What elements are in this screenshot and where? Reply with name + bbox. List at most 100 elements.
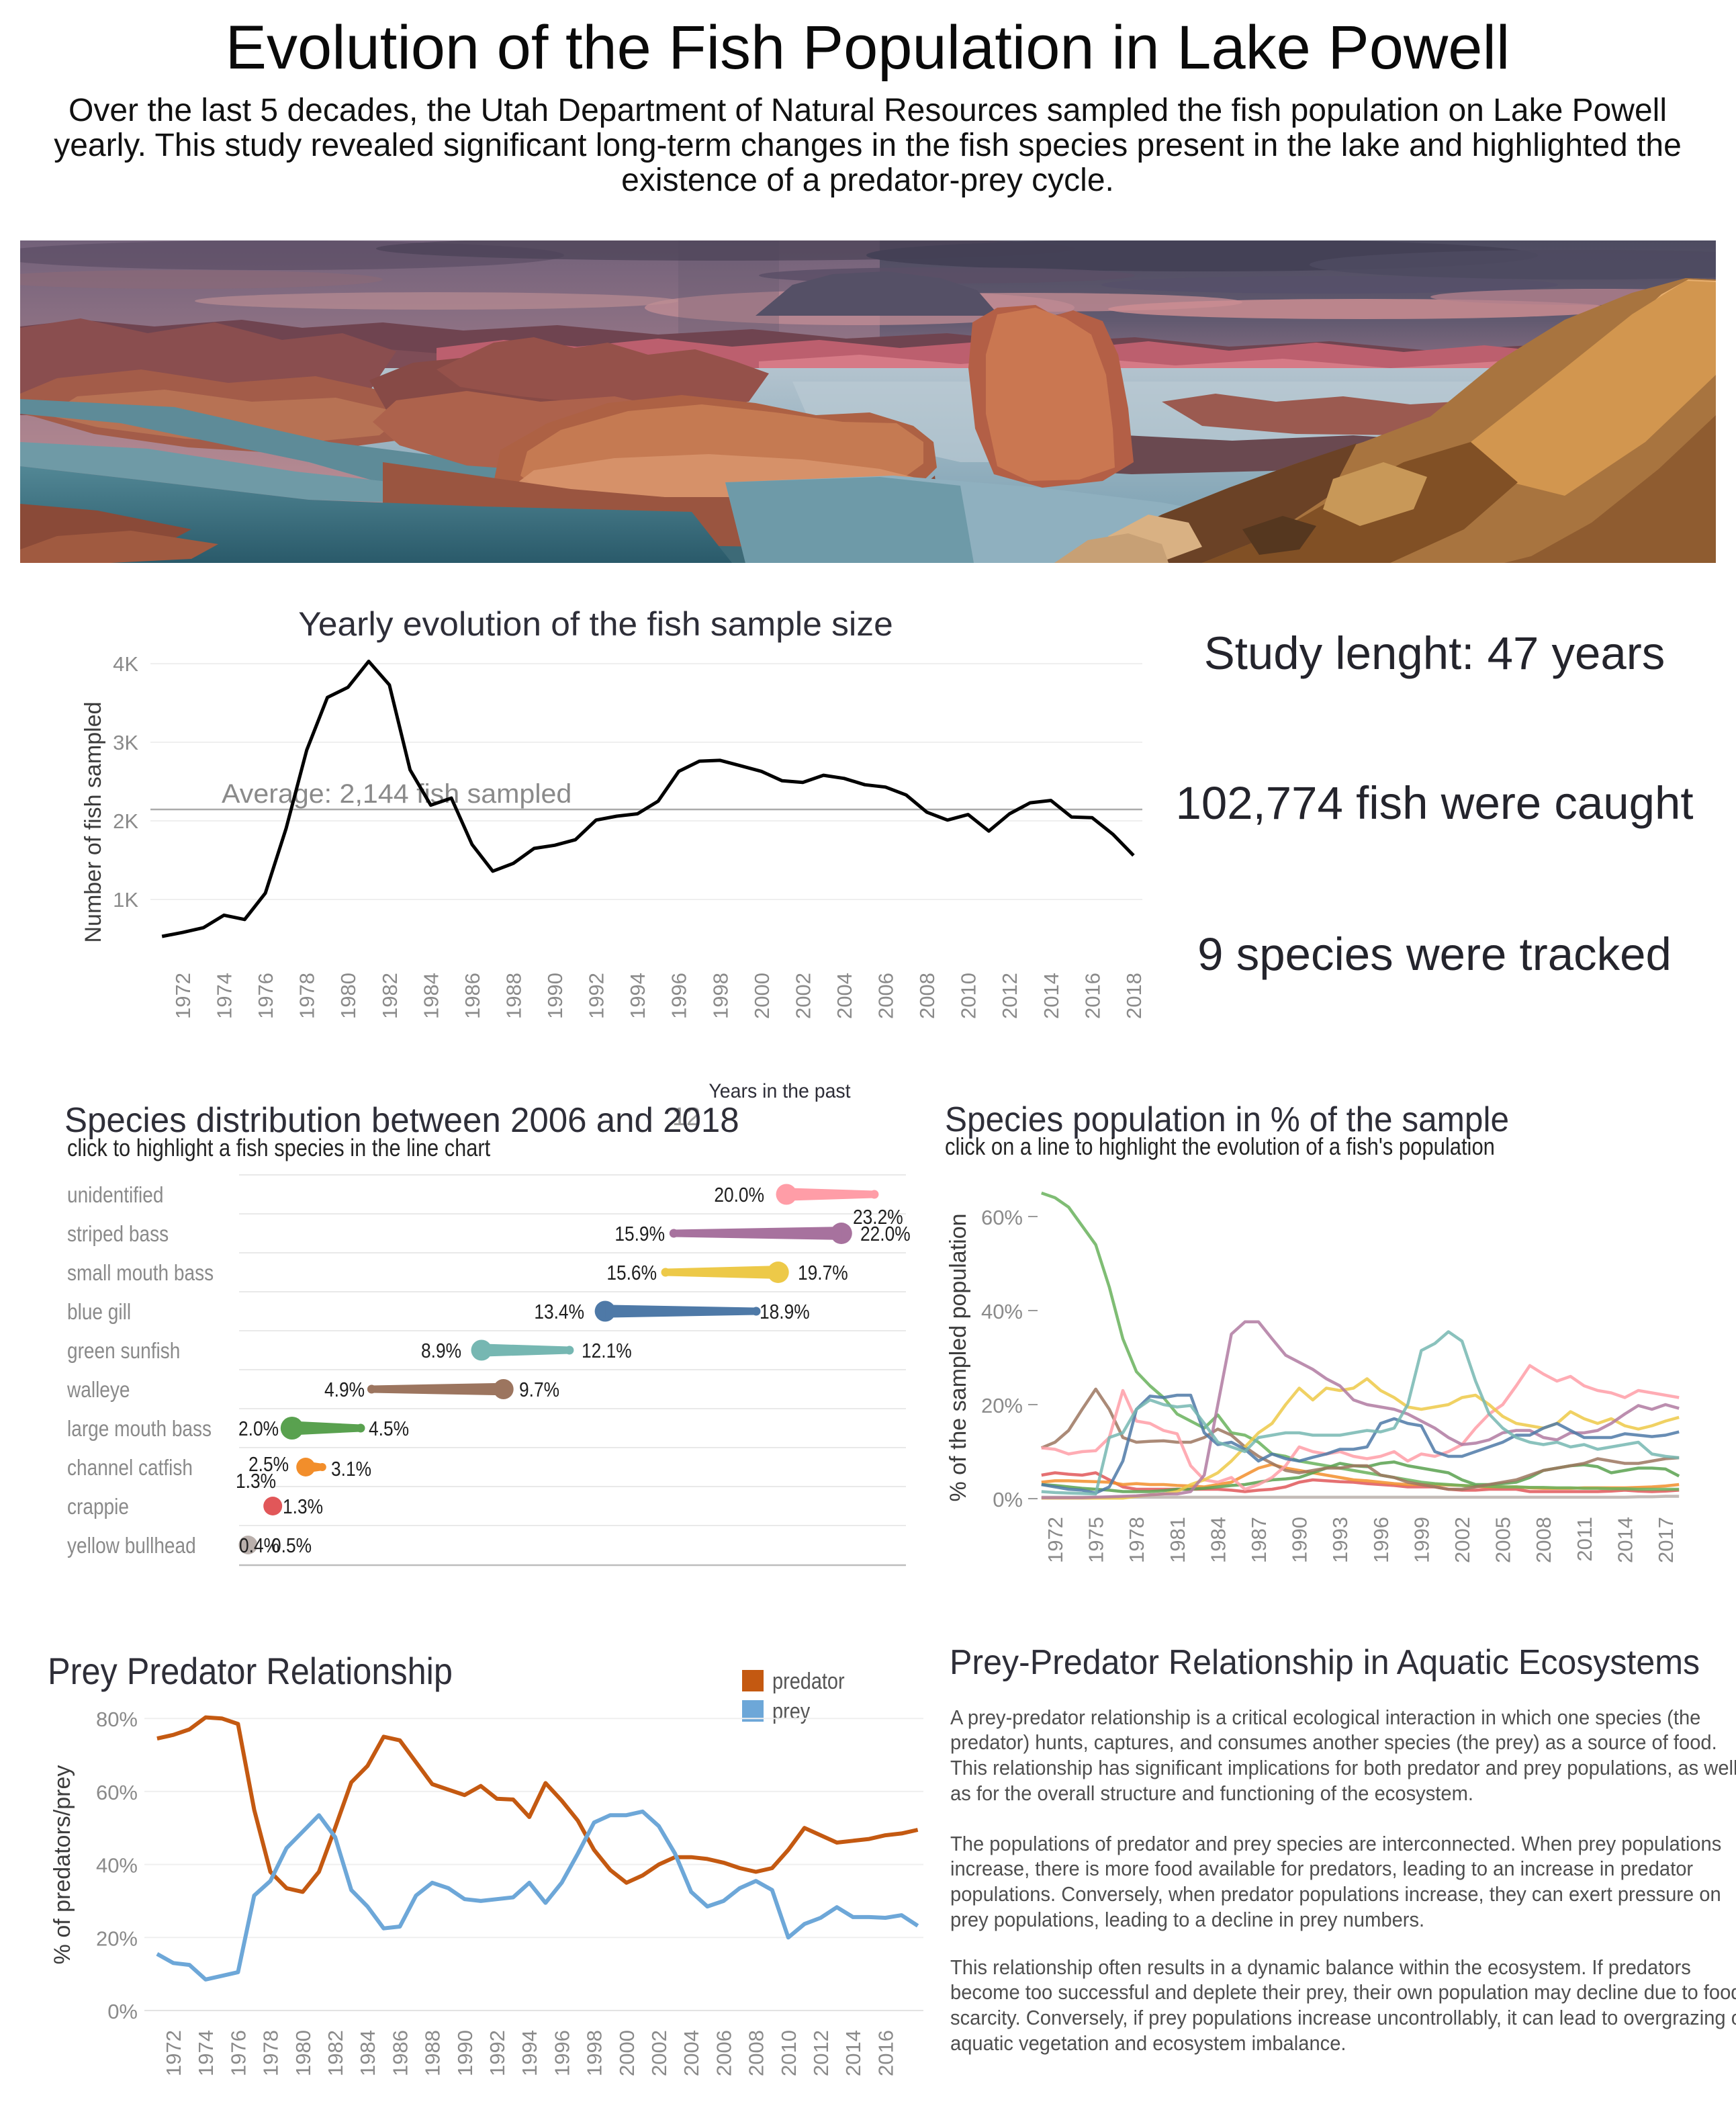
svg-text:aquatic vegetation and ecosyst: aquatic vegetation and ecosystem imbalan… xyxy=(950,2032,1346,2055)
svg-text:1990: 1990 xyxy=(1288,1517,1312,1563)
svg-text:Years in the past: Years in the past xyxy=(709,1080,850,1102)
svg-text:0%: 0% xyxy=(993,1488,1023,1511)
svg-text:predator) hunts, captures, and: predator) hunts, captures, and consumes … xyxy=(950,1731,1717,1754)
svg-text:2016: 2016 xyxy=(874,2030,897,2076)
svg-text:1978: 1978 xyxy=(1125,1517,1148,1563)
svg-text:Evolution of the Fish Populati: Evolution of the Fish Population in Lake… xyxy=(226,13,1510,82)
svg-text:2011: 2011 xyxy=(1573,1517,1596,1562)
svg-text:2K: 2K xyxy=(113,809,138,833)
svg-text:1992: 1992 xyxy=(486,2030,509,2076)
svg-text:2006: 2006 xyxy=(874,973,898,1019)
svg-text:1984: 1984 xyxy=(419,973,443,1019)
svg-text:Prey Predator Relationship: Prey Predator Relationship xyxy=(48,1651,453,1693)
svg-text:become too successful and depl: become too successful and deplete their … xyxy=(950,1981,1736,2004)
svg-text:2017: 2017 xyxy=(1654,1517,1678,1563)
svg-text:8.9%: 8.9% xyxy=(421,1339,461,1362)
svg-text:60%: 60% xyxy=(96,1781,138,1804)
svg-text:1982: 1982 xyxy=(378,973,402,1019)
svg-text:blue gill: blue gill xyxy=(67,1300,131,1325)
svg-text:2018: 2018 xyxy=(1122,973,1146,1019)
svg-text:2002: 2002 xyxy=(1451,1517,1474,1563)
svg-text:3.1%: 3.1% xyxy=(331,1458,371,1481)
svg-text:9.7%: 9.7% xyxy=(519,1378,559,1401)
svg-text:1996: 1996 xyxy=(550,2030,574,2076)
svg-text:1996: 1996 xyxy=(1369,1517,1393,1563)
svg-text:1974: 1974 xyxy=(194,2030,218,2076)
svg-text:2012: 2012 xyxy=(998,973,1021,1019)
svg-text:yearly. This study revealed si: yearly. This study revealed significant … xyxy=(54,128,1682,163)
svg-text:15.6%: 15.6% xyxy=(606,1262,657,1284)
svg-text:unidentified: unidentified xyxy=(67,1183,163,1208)
svg-text:1982: 1982 xyxy=(324,2030,347,2076)
svg-text:Average: 2,144 fish sampled: Average: 2,144 fish sampled xyxy=(222,779,572,809)
svg-text:2008: 2008 xyxy=(915,973,939,1019)
svg-text:20%: 20% xyxy=(981,1394,1023,1417)
svg-text:1998: 1998 xyxy=(709,973,732,1019)
svg-text:40%: 40% xyxy=(96,1854,138,1878)
svg-text:2004: 2004 xyxy=(680,2030,703,2076)
svg-text:small mouth bass: small mouth bass xyxy=(67,1261,214,1286)
svg-text:crappie: crappie xyxy=(67,1495,129,1519)
svg-text:18.9%: 18.9% xyxy=(760,1300,810,1323)
svg-text:populations. Conversely, when: populations. Conversely, when predator p… xyxy=(950,1883,1721,1906)
svg-text:1994: 1994 xyxy=(626,973,649,1019)
svg-text:1974: 1974 xyxy=(213,973,236,1019)
svg-text:1988: 1988 xyxy=(421,2030,445,2076)
svg-text:4.5%: 4.5% xyxy=(369,1417,409,1440)
svg-text:20%: 20% xyxy=(96,1927,138,1950)
svg-text:22.0%: 22.0% xyxy=(860,1223,911,1245)
svg-text:2010: 2010 xyxy=(957,973,980,1019)
svg-text:Number of fish sampled: Number of fish sampled xyxy=(81,701,106,942)
svg-text:as for the overall structure a: as for the overall structure and functio… xyxy=(950,1782,1473,1805)
svg-text:click to highlight a fish spec: click to highlight a fish species in the… xyxy=(67,1135,491,1162)
svg-text:1992: 1992 xyxy=(585,973,608,1019)
svg-text:13.4%: 13.4% xyxy=(534,1300,584,1323)
svg-text:2000: 2000 xyxy=(750,973,774,1019)
svg-text:1980: 1980 xyxy=(291,2030,315,2076)
svg-text:2006: 2006 xyxy=(712,2030,735,2076)
svg-text:% of the sampled population: % of the sampled population xyxy=(946,1213,971,1501)
svg-text:1993: 1993 xyxy=(1328,1517,1352,1563)
svg-text:click on a line to highlight t: click on a line to highlight the evoluti… xyxy=(945,1134,1495,1161)
svg-text:9 species were tracked: 9 species were tracked xyxy=(1197,928,1672,980)
svg-text:1994: 1994 xyxy=(518,2030,541,2076)
svg-text:1976: 1976 xyxy=(226,2030,250,2076)
svg-text:2008: 2008 xyxy=(1532,1517,1555,1563)
svg-text:2005: 2005 xyxy=(1492,1517,1515,1563)
svg-text:0.4%: 0.4% xyxy=(239,1534,279,1557)
svg-text:15.9%: 15.9% xyxy=(614,1223,665,1245)
svg-text:2.5%: 2.5% xyxy=(248,1453,289,1476)
svg-text:channel catfish: channel catfish xyxy=(67,1456,193,1481)
svg-text:walleye: walleye xyxy=(66,1378,130,1403)
svg-text:12: 12 xyxy=(672,1103,700,1131)
svg-text:scarcity. Conversely, if prey: scarcity. Conversely, if prey population… xyxy=(950,2006,1736,2029)
svg-text:large mouth bass: large mouth bass xyxy=(67,1417,212,1442)
svg-text:1981: 1981 xyxy=(1166,1517,1189,1563)
svg-text:1978: 1978 xyxy=(259,2030,283,2076)
svg-text:1990: 1990 xyxy=(543,973,567,1019)
svg-text:Prey-Predator Relationship in: Prey-Predator Relationship in Aquatic Ec… xyxy=(950,1642,1700,1681)
svg-text:2012: 2012 xyxy=(809,2030,833,2076)
svg-text:1986: 1986 xyxy=(461,973,484,1019)
svg-text:1998: 1998 xyxy=(583,2030,606,2076)
svg-text:green sunfish: green sunfish xyxy=(67,1339,180,1364)
svg-text:12.1%: 12.1% xyxy=(582,1339,632,1362)
svg-text:1990: 1990 xyxy=(453,2030,477,2076)
svg-text:1975: 1975 xyxy=(1085,1517,1108,1563)
svg-text:Over the last 5 decades, the U: Over the last 5 decades, the Utah Depart… xyxy=(68,93,1667,128)
svg-text:2014: 2014 xyxy=(1040,973,1063,1019)
svg-text:4K: 4K xyxy=(113,652,138,676)
svg-text:1984: 1984 xyxy=(1206,1517,1230,1563)
svg-text:% of predators/prey: % of predators/prey xyxy=(50,1765,75,1965)
svg-text:1987: 1987 xyxy=(1247,1517,1271,1563)
svg-text:40%: 40% xyxy=(981,1300,1023,1323)
svg-text:1.3%: 1.3% xyxy=(236,1470,276,1493)
svg-text:80%: 80% xyxy=(96,1708,138,1731)
svg-text:1978: 1978 xyxy=(295,973,319,1019)
svg-text:This relationship has signific: This relationship has significant implic… xyxy=(950,1757,1736,1779)
svg-text:1.3%: 1.3% xyxy=(283,1495,323,1518)
svg-text:3K: 3K xyxy=(113,731,138,754)
svg-text:2014: 2014 xyxy=(1613,1517,1637,1563)
svg-text:The populations of predator an: The populations of predator and prey spe… xyxy=(950,1833,1721,1855)
svg-text:2.0%: 2.0% xyxy=(238,1417,279,1440)
